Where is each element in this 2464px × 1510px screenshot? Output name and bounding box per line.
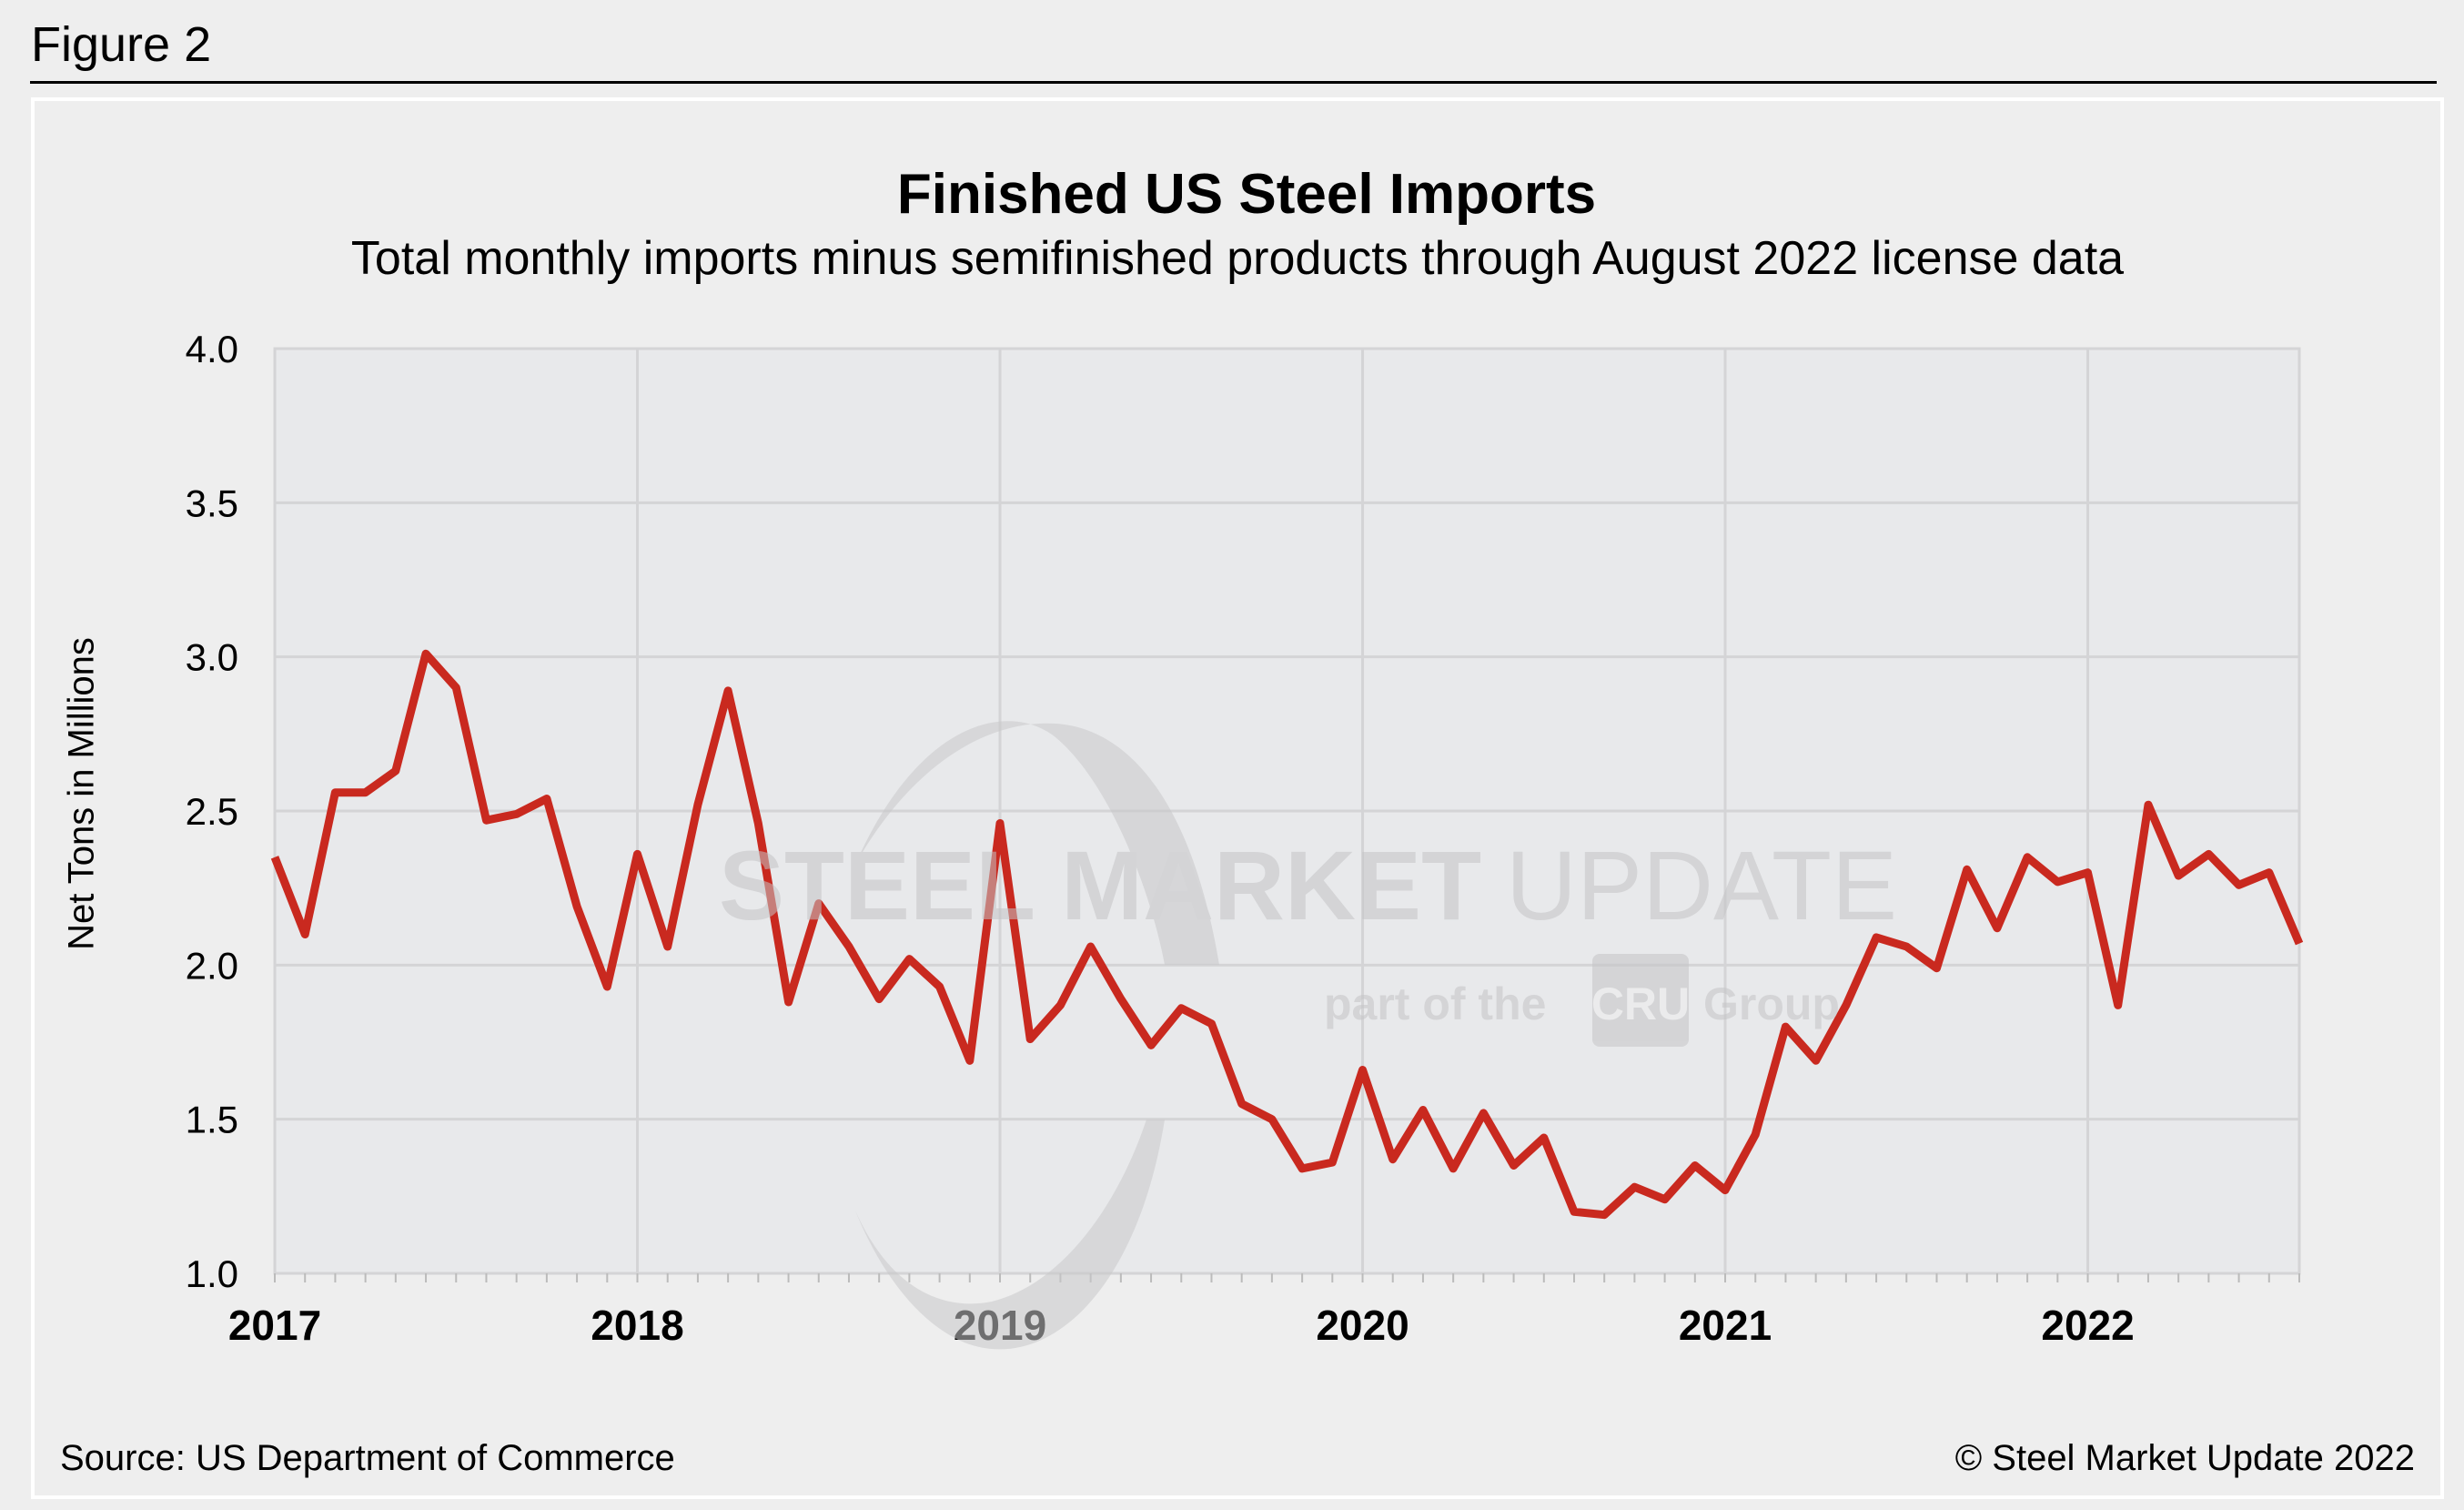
x-tick-label: 2017 [228, 1302, 321, 1349]
svg-text:CRU: CRU [1591, 978, 1690, 1029]
watermark-logo: STEEL MARKET UPDATE part of the CRU Grou… [719, 721, 1897, 1350]
y-axis-title: Net Tons in Millions [61, 637, 102, 950]
y-tick-labels: 1.0 1.5 2.0 2.5 3.0 3.5 4.0 [186, 328, 238, 1295]
x-tick-labels: 201720182019202020212022 [228, 1302, 2135, 1349]
watermark-text-light: UPDATE [1506, 830, 1897, 940]
x-tick-label: 2021 [1679, 1302, 1772, 1349]
series-line [270, 649, 2304, 1220]
figure-label: Figure 2 [31, 17, 212, 72]
y-tick-label: 1.5 [186, 1099, 238, 1141]
y-tick-label: 1.0 [186, 1252, 238, 1295]
data-points [274, 654, 2300, 1215]
y-tick-label: 2.5 [186, 790, 238, 833]
chart-subtitle: Total monthly imports minus semifinished… [350, 232, 2125, 285]
gridlines [274, 347, 2301, 1282]
y-tick-label: 3.0 [186, 636, 238, 679]
watermark-text-bold: STEEL MARKET [719, 830, 1481, 940]
x-tick-label: 2022 [2041, 1302, 2134, 1349]
svg-text:Group: Group [1703, 978, 1840, 1029]
y-tick-label: 4.0 [186, 328, 238, 370]
chart-title: Finished US Steel Imports [896, 163, 1597, 226]
copyright-note: © Steel Market Update 2022 [1954, 1438, 2415, 1478]
svg-text:part of the: part of the [1324, 978, 1546, 1029]
y-tick-label: 3.5 [186, 481, 238, 524]
y-tick-label: 2.0 [186, 944, 238, 987]
x-tick-label: 2018 [591, 1302, 683, 1349]
x-tick-label: 2020 [1316, 1302, 1409, 1349]
figure-rule [30, 81, 2437, 84]
chart-panel [31, 97, 2444, 1499]
source-note: Source: US Department of Commerce [60, 1438, 675, 1478]
